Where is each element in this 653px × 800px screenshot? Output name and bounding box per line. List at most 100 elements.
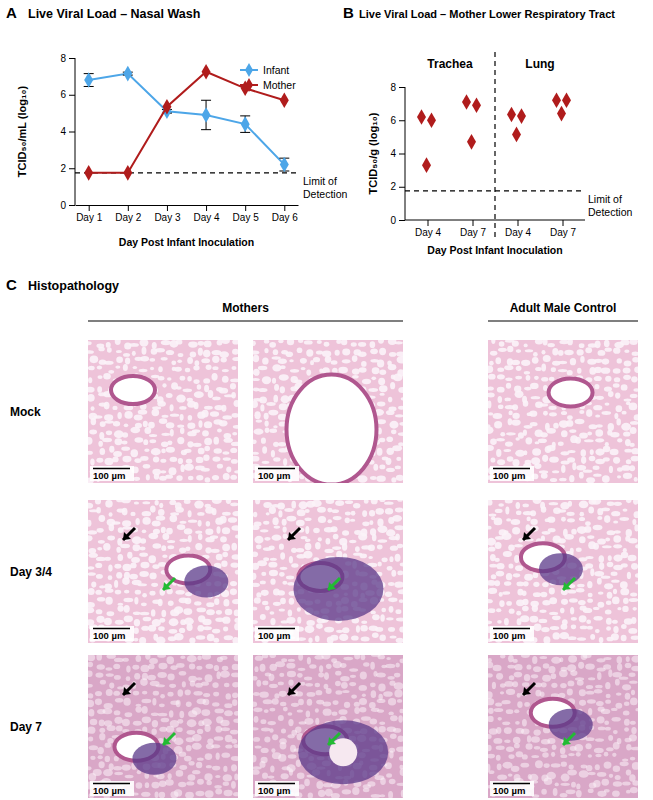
error-bar	[240, 116, 250, 133]
series-line	[89, 72, 285, 173]
scale-bar-label: 100 µm	[493, 785, 525, 796]
chart-title: Live Viral Load – Nasal Wash	[28, 7, 200, 21]
legend-label: Infant	[263, 64, 289, 76]
annotation-text: Limit of	[303, 175, 337, 187]
x-tick-label: Day 6	[272, 212, 299, 223]
x-axis: Day 1Day 2Day 3Day 4Day 5Day 6	[76, 205, 299, 223]
scale-bar-label: 100 µm	[93, 785, 125, 796]
x-tick-label: Day 5	[233, 212, 260, 223]
x-tick-mark	[89, 205, 90, 211]
y-tick-mark	[69, 95, 75, 96]
y-tick: 2	[60, 163, 75, 174]
limit-of-detection-line	[405, 190, 585, 191]
y-tick-mark	[399, 154, 405, 155]
data-point	[123, 66, 132, 82]
data-point	[417, 109, 426, 125]
data-point	[280, 157, 289, 173]
data-point	[507, 107, 516, 123]
data-point	[422, 157, 431, 173]
y-tick: 6	[60, 89, 75, 100]
figure: ALive Viral Load – Nasal WashLimit ofDet…	[0, 0, 653, 800]
x-tick-label: Day 4	[193, 212, 220, 223]
row-label: Day 7	[10, 720, 42, 734]
x-axis-title: Day Post Infant Inoculation	[119, 236, 254, 248]
column-rule	[488, 320, 638, 321]
scale-bar: 100 µm	[90, 626, 134, 641]
x-tick-mark	[284, 205, 285, 211]
row-label: Mock	[10, 405, 41, 419]
scale-bar-label: 100 µm	[493, 470, 525, 481]
panel-label: C	[6, 276, 17, 293]
y-tick-mark	[69, 168, 75, 169]
panel-label: B	[343, 4, 354, 21]
legend: Infant Mother	[240, 63, 296, 92]
histology-image	[488, 500, 638, 643]
scale-bar: 100 µm	[490, 781, 534, 796]
column-rule	[88, 320, 403, 321]
chart-title: Live Viral Load – Mother Lower Respirato…	[359, 8, 615, 20]
y-axis-title: TCID₅₀/mL (log₁₀)	[16, 85, 28, 177]
data-point	[202, 107, 211, 123]
legend-entry: Mother	[240, 78, 296, 92]
y-tick-label: 2	[60, 163, 66, 174]
y-axis: 02468	[60, 53, 75, 211]
legend-label: Mother	[263, 79, 296, 91]
y-tick-label: 4	[60, 126, 66, 137]
y-axis-title: TCID₅₀/g (log₁₀)	[367, 112, 379, 194]
data-point	[472, 98, 481, 114]
scale-bar-label: 100 µm	[258, 470, 290, 481]
y-axis: 02468	[390, 82, 405, 226]
y-tick-mark	[399, 220, 405, 221]
x-axis-title: Day Post Infant Inoculation	[427, 244, 562, 256]
data-point	[162, 99, 171, 115]
data-point	[512, 127, 521, 143]
x-tick: Day 7	[550, 220, 577, 238]
y-tick: 4	[60, 126, 75, 137]
x-axis-line	[405, 220, 585, 221]
y-tick-label: 0	[390, 215, 396, 226]
y-tick-mark	[399, 187, 405, 188]
error-bar	[201, 100, 211, 129]
scale-bar: 100 µm	[90, 781, 134, 796]
x-tick: Day 6	[272, 205, 299, 223]
group-label: Trachea	[427, 57, 473, 71]
data-point	[84, 72, 93, 88]
x-tick-label: Day 7	[460, 227, 487, 238]
y-tick: 4	[390, 148, 405, 159]
y-tick-label: 6	[60, 89, 66, 100]
histology-image	[253, 655, 403, 798]
data-point	[462, 94, 471, 110]
data-point	[241, 116, 250, 132]
y-tick: 0	[390, 215, 405, 226]
x-tick-mark	[563, 220, 564, 226]
histology-image	[88, 340, 238, 483]
x-tick: Day 5	[233, 205, 260, 223]
histology-image	[88, 500, 238, 643]
x-tick-mark	[428, 220, 429, 226]
plot-marks	[417, 93, 571, 173]
y-tick-mark	[69, 132, 75, 133]
annotation-text: Detection	[303, 188, 348, 200]
group-label: Lung	[525, 57, 554, 71]
column-header: Mothers	[222, 301, 269, 315]
y-tick-label: 8	[60, 53, 66, 64]
x-axis: Day 4 Day 7 Day 4 Day 7	[405, 220, 585, 238]
histology-image	[88, 655, 238, 798]
y-tick-label: 2	[390, 181, 396, 192]
section-title: Histopathology	[28, 279, 119, 293]
panel-label: A	[6, 4, 17, 21]
y-tick-mark	[399, 120, 405, 121]
scale-bar: 100 µm	[255, 626, 299, 641]
x-tick-mark	[245, 205, 246, 211]
legend-marker	[245, 63, 253, 77]
data-point	[123, 165, 132, 181]
x-tick-mark	[206, 205, 207, 211]
group-separator	[494, 52, 495, 238]
x-tick-label: Day 4	[505, 227, 532, 238]
y-tick-mark	[69, 205, 75, 206]
x-tick: Day 4	[415, 220, 442, 238]
scale-bar: 100 µm	[90, 466, 134, 481]
annotation-text: Limit of	[588, 193, 622, 205]
data-point	[280, 92, 289, 108]
x-tick-mark	[128, 205, 129, 211]
